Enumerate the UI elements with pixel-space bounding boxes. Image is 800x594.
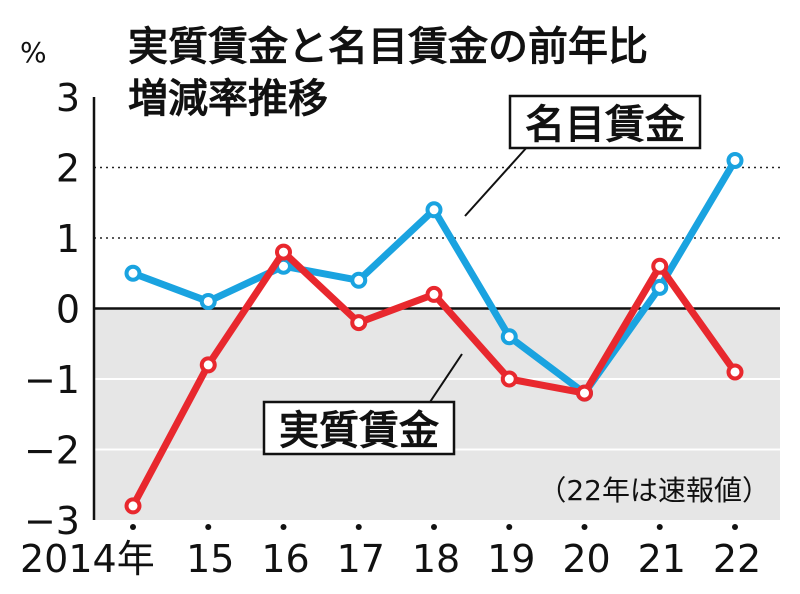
series-nominal-wage: [124, 151, 744, 402]
data-point: [199, 356, 217, 374]
y-tick-label: 0: [56, 288, 80, 332]
x-tick-dot: [656, 524, 663, 530]
x-tick-label: 20: [562, 537, 610, 581]
data-point: [199, 292, 217, 310]
chart-title-line1: 実質賃金と名目賃金の前年比: [128, 24, 648, 70]
x-tick-label: 2014年: [20, 537, 155, 581]
x-tick-dot: [355, 524, 362, 530]
x-tick-labels: 2014年 15 16 17 18 19 20 21 22: [20, 537, 761, 581]
x-tick-dot: [506, 524, 513, 530]
data-point: [124, 264, 142, 282]
y-tick-label: 1: [56, 217, 80, 261]
y-tick-label: 2: [56, 147, 80, 191]
y-tick-label: −2: [24, 429, 80, 473]
data-point: [425, 201, 443, 219]
x-tick-label: 19: [487, 537, 535, 581]
data-point: [124, 497, 142, 515]
x-tick-dot: [581, 524, 588, 530]
x-tick-label: 17: [337, 537, 385, 581]
data-point: [726, 151, 744, 169]
data-point: [350, 314, 368, 332]
y-unit-label: %: [20, 36, 47, 69]
x-tick-dot: [280, 524, 287, 530]
data-point: [500, 370, 518, 388]
x-tick-label: 21: [638, 537, 686, 581]
real-label-leader: [429, 353, 463, 403]
data-point: [651, 257, 669, 275]
data-point: [576, 384, 593, 402]
x-tick-dot: [732, 524, 738, 530]
x-tick-label: 16: [261, 537, 309, 581]
nominal-wage-label: 名目賃金: [525, 102, 686, 148]
nominal-label-leader: [464, 145, 529, 217]
data-point: [500, 328, 518, 346]
x-tick-dots: [130, 524, 738, 530]
footnote: （22年は速報値）: [538, 474, 770, 507]
series-real-wage: [124, 243, 744, 515]
data-point: [275, 243, 292, 261]
x-tick-dot: [130, 524, 136, 530]
chart-title-line2: 増減率推移: [128, 76, 328, 122]
x-tick-label: 18: [412, 537, 460, 581]
x-tick-label: 15: [186, 537, 234, 581]
x-tick-dot: [431, 524, 437, 530]
real-label-box: [262, 400, 456, 456]
data-point: [651, 278, 669, 296]
y-tick-label: −1: [24, 358, 80, 402]
y-tick-label: 3: [56, 76, 80, 120]
data-point: [425, 285, 443, 303]
nominal-label-box: [508, 94, 702, 150]
data-point: [726, 363, 744, 381]
data-point: [350, 271, 368, 289]
y-tick-labels: 3 2 1 0 −1 −2 −3: [24, 76, 80, 543]
real-wage-label: 実質賃金: [279, 408, 440, 454]
y-tick-label: −3: [24, 499, 80, 543]
x-tick-dot: [205, 524, 212, 530]
x-tick-label: 22: [713, 537, 761, 581]
